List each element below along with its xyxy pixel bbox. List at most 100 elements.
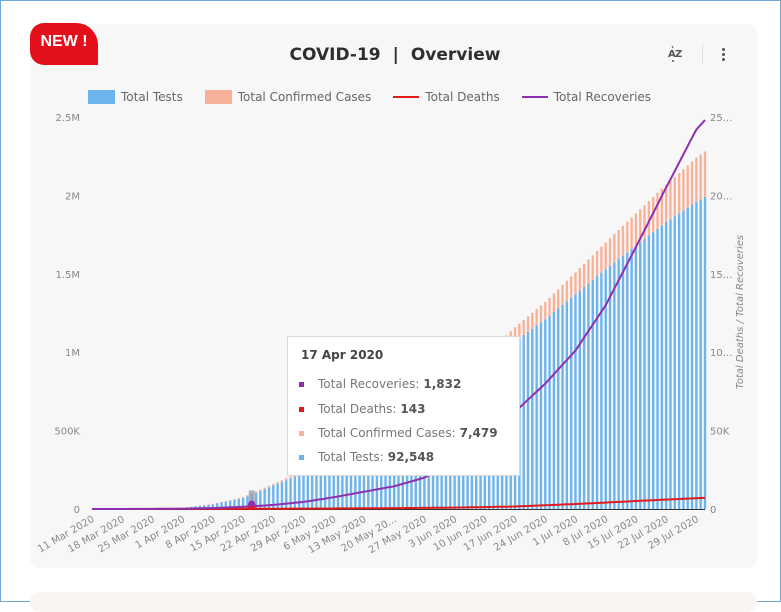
bar-tests (570, 298, 572, 509)
bar-tests (596, 276, 598, 509)
bar-tests (583, 287, 585, 509)
bar-confirmed (600, 247, 602, 273)
left-axis-tick-label: 2M (65, 191, 80, 202)
bar-tests (630, 249, 632, 509)
bar-tests (695, 202, 697, 509)
bar-tests (302, 473, 304, 509)
bar-tests (587, 283, 589, 509)
bar-confirmed (617, 230, 619, 259)
right-axis-tick-label: 25... (710, 113, 732, 124)
bar-tests (635, 246, 637, 509)
bar-confirmed (225, 501, 227, 502)
tooltip-label: Total Recoveries: (318, 377, 419, 391)
bar-confirmed (255, 491, 257, 492)
bar-tests (523, 335, 525, 509)
bar-tests (592, 280, 594, 509)
tooltip-value: 7,479 (460, 426, 498, 440)
bar-confirmed (630, 218, 632, 249)
tooltip-marker-recoveries (299, 382, 304, 387)
tooltip-value: 92,548 (388, 450, 434, 464)
bar-confirmed (548, 298, 550, 316)
bar-tests (298, 475, 300, 509)
bar-confirmed (259, 490, 261, 491)
bar-confirmed (570, 276, 572, 297)
right-axis-tick-label: 10... (710, 348, 732, 359)
tooltip-marker-confirmed (299, 431, 304, 436)
bar-tests (678, 213, 680, 509)
bar-confirmed (281, 480, 283, 482)
right-axis: 050K10...15...20...25... (710, 113, 732, 516)
bar-tests (674, 216, 676, 509)
bar-tests (294, 477, 296, 509)
bar-confirmed (574, 272, 576, 294)
left-axis-tick-label: 0 (74, 505, 80, 516)
bar-confirmed (695, 158, 697, 202)
bar-tests (527, 332, 529, 509)
left-axis-tick-label: 1M (65, 348, 80, 359)
bar-confirmed (246, 495, 248, 496)
bar-confirmed (561, 285, 563, 305)
bar-confirmed (544, 302, 546, 319)
bar-tests (609, 266, 611, 509)
left-axis-tick-label: 2.5M (55, 113, 80, 124)
bar-tests (579, 291, 581, 509)
bar-confirmed (682, 169, 684, 210)
bar-tests (687, 207, 689, 509)
right-axis-tick-label: 50K (710, 427, 730, 438)
bar-tests (661, 225, 663, 509)
left-axis: 0 500K 1M 1.5M 2M 2.5M (54, 113, 80, 516)
bar-tests (682, 210, 684, 509)
bar-confirmed (579, 268, 581, 291)
bar-confirmed (687, 165, 689, 207)
bar-confirmed (527, 316, 529, 331)
bar-tests (704, 197, 706, 509)
left-axis-tick-label: 500K (54, 427, 80, 438)
bar-confirmed (613, 234, 615, 262)
bar-confirmed (587, 259, 589, 283)
tooltip-marker-deaths (299, 407, 304, 412)
bar-confirmed (674, 177, 676, 216)
left-axis-tick-label: 1.5M (55, 270, 80, 281)
bar-confirmed (699, 155, 701, 200)
bar-tests (548, 316, 550, 509)
bar-tests (622, 256, 624, 509)
bar-tests (613, 262, 615, 509)
hover-point-recoveries (248, 501, 255, 508)
bar-confirmed (678, 173, 680, 213)
bar-tests (648, 235, 650, 509)
tooltip-row-recoveries: Total Recoveries:1,832 (299, 377, 461, 391)
tooltip-row-tests: Total Tests:92,548 (299, 450, 434, 464)
bar-confirmed (553, 294, 555, 313)
bar-confirmed (704, 151, 706, 196)
bar-confirmed (263, 488, 265, 489)
bar-confirmed (289, 476, 291, 478)
bar-confirmed (238, 498, 240, 499)
tooltip-label: Total Deaths: (318, 402, 396, 416)
tooltip-value: 143 (400, 402, 425, 416)
bar-confirmed (242, 497, 244, 498)
bar-confirmed (592, 255, 594, 280)
bar-confirmed (557, 289, 559, 308)
right-axis-tick-label: 0 (710, 505, 716, 516)
chart-tooltip: 17 Apr 2020 Total Recoveries:1,832 Total… (287, 336, 520, 476)
bar-tests (557, 309, 559, 509)
bar-confirmed (268, 486, 270, 487)
bar-confirmed (276, 482, 278, 484)
bar-tests (535, 326, 537, 509)
bar-confirmed (233, 499, 235, 500)
tooltip-marker-tests (299, 455, 304, 460)
bar-tests (307, 471, 309, 509)
bar-tests (553, 312, 555, 509)
tooltip-date: 17 Apr 2020 (301, 348, 383, 362)
bar-confirmed (220, 502, 222, 503)
bar-confirmed (626, 222, 628, 253)
bar-tests (566, 301, 568, 509)
bar-confirmed (535, 309, 537, 325)
bar-tests (574, 294, 576, 509)
bar-tests (600, 273, 602, 509)
bar-confirmed (609, 238, 611, 265)
bar-tests (665, 222, 667, 509)
tooltip-row-confirmed: Total Confirmed Cases:7,479 (299, 426, 498, 440)
bar-confirmed (583, 264, 585, 287)
